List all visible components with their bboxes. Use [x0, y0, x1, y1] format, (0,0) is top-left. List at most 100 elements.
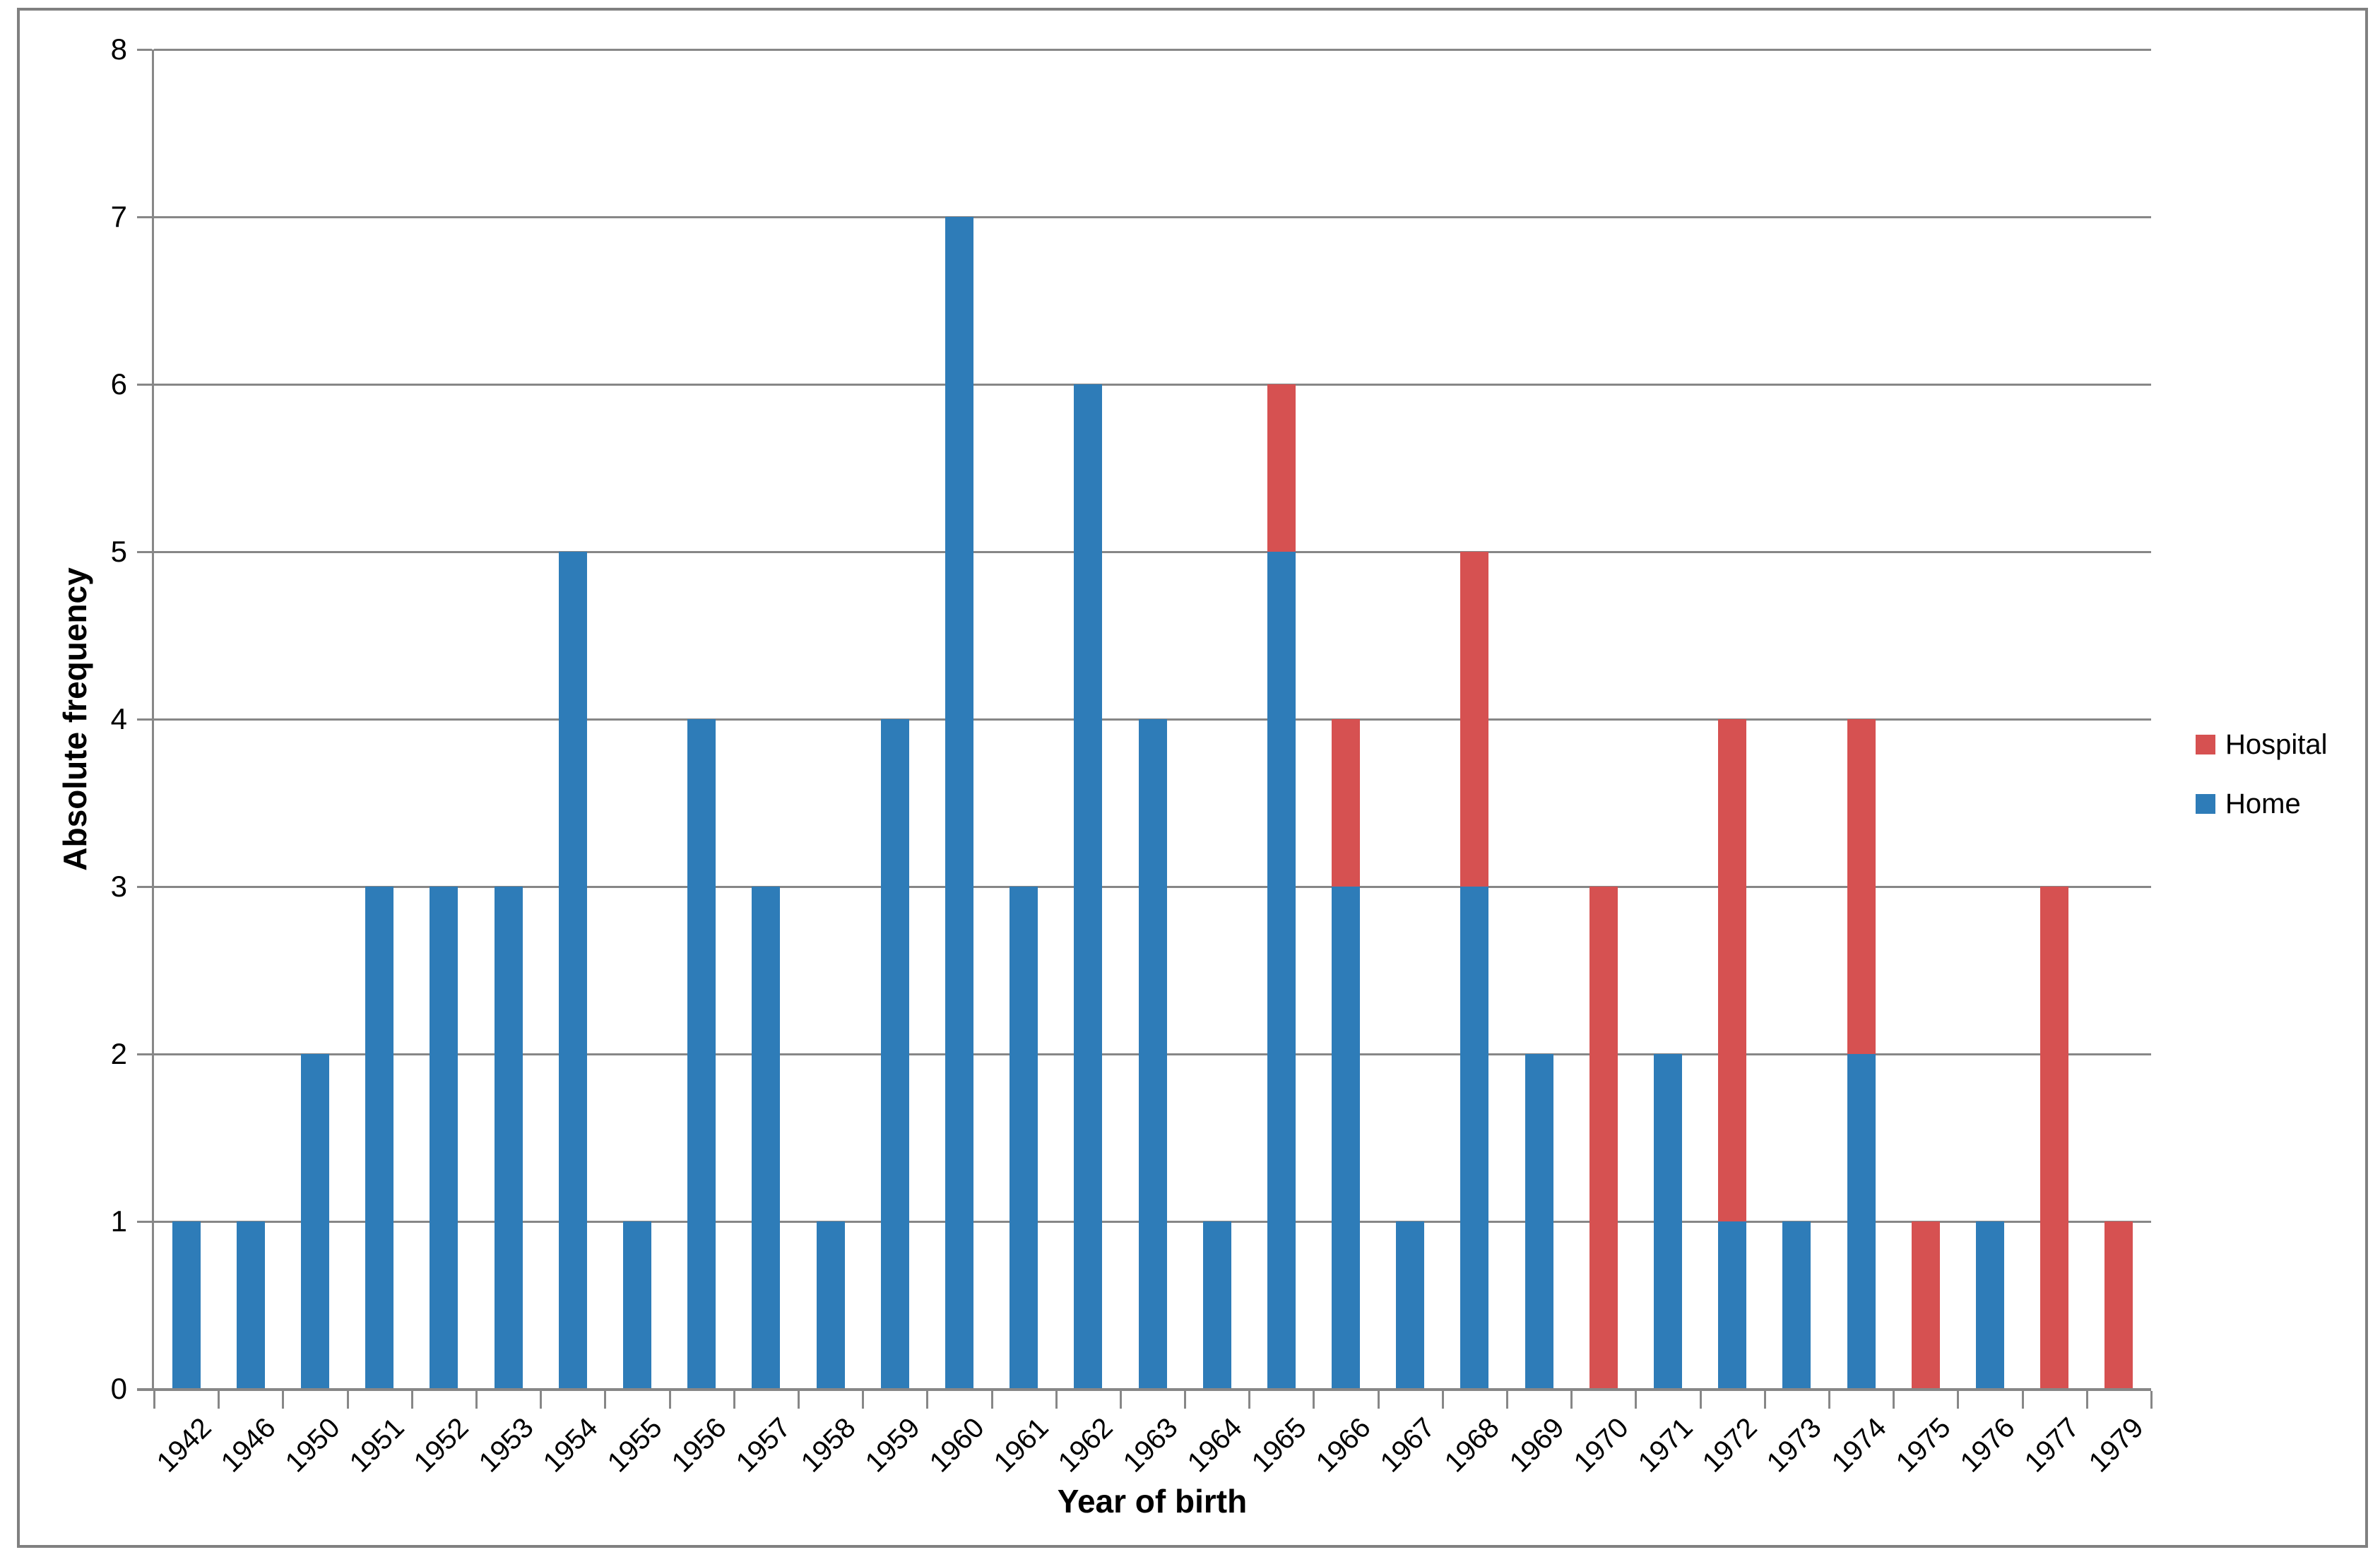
x-tick-9 [733, 1391, 735, 1409]
y-tick-label-7: 7 [110, 200, 127, 233]
gridline-y-6 [154, 384, 2151, 386]
x-tick-13 [991, 1391, 993, 1409]
x-tick-11 [862, 1391, 864, 1409]
bar-segment-hospital-1975 [1912, 1221, 1940, 1389]
x-tick-22 [1570, 1391, 1573, 1409]
gridline-y-7 [154, 216, 2151, 218]
y-tick-1 [137, 1221, 152, 1223]
y-tick-0 [137, 1388, 152, 1390]
legend-swatch-hospital [2196, 735, 2215, 754]
y-axis-line [152, 49, 154, 1389]
x-tick-18 [1313, 1391, 1315, 1409]
legend-label-home: Home [2225, 788, 2301, 819]
x-axis-title: Year of birth [1057, 1483, 1248, 1520]
bar-segment-home-1959 [881, 719, 909, 1389]
x-tick-8 [669, 1391, 671, 1409]
x-tick-7 [604, 1391, 606, 1409]
x-tick-23 [1635, 1391, 1637, 1409]
bar-segment-home-1969 [1525, 1054, 1553, 1389]
bar-segment-hospital-1968 [1460, 552, 1488, 887]
bar-segment-hospital-1965 [1267, 384, 1296, 552]
bar-segment-hospital-1966 [1332, 719, 1360, 887]
y-tick-label-0: 0 [110, 1372, 127, 1405]
x-tick-0 [153, 1391, 155, 1409]
bar-segment-home-1956 [687, 719, 716, 1389]
legend-item-hospital: Hospital [2196, 729, 2328, 760]
legend-label-hospital: Hospital [2225, 729, 2328, 760]
y-tick-label-4: 4 [110, 702, 127, 735]
y-tick-label-6: 6 [110, 367, 127, 401]
x-tick-21 [1506, 1391, 1508, 1409]
bar-segment-home-1972 [1718, 1221, 1746, 1389]
x-tick-28 [1957, 1391, 1959, 1409]
bar-segment-home-1960 [945, 217, 973, 1389]
plot-area [137, 49, 2153, 1409]
x-tick-14 [1055, 1391, 1058, 1409]
x-tick-2 [282, 1391, 284, 1409]
x-tick-24 [1700, 1391, 1702, 1409]
y-tick-5 [137, 551, 152, 553]
bar-segment-home-1962 [1074, 384, 1102, 1389]
x-tick-26 [1828, 1391, 1830, 1409]
x-tick-16 [1184, 1391, 1186, 1409]
bar-segment-hospital-1974 [1847, 719, 1876, 1054]
y-tick-label-3: 3 [110, 870, 127, 903]
bar-segment-home-1952 [430, 887, 458, 1389]
y-tick-2 [137, 1053, 152, 1055]
bar-segment-home-1958 [817, 1221, 845, 1389]
x-tick-15 [1120, 1391, 1122, 1409]
bar-segment-home-1965 [1267, 552, 1296, 1389]
bar-segment-home-1950 [301, 1054, 329, 1389]
x-tick-12 [926, 1391, 928, 1409]
bar-segment-home-1955 [623, 1221, 651, 1389]
x-tick-4 [411, 1391, 413, 1409]
bar-segment-home-1951 [365, 887, 393, 1389]
x-tick-6 [540, 1391, 542, 1409]
y-tick-label-5: 5 [110, 535, 127, 568]
bar-segment-home-1964 [1203, 1221, 1231, 1389]
y-tick-6 [137, 384, 152, 386]
bar-segment-hospital-1972 [1718, 719, 1746, 1221]
y-tick-label-8: 8 [110, 32, 127, 66]
bar-segment-home-1961 [1010, 887, 1038, 1389]
x-tick-30 [2086, 1391, 2088, 1409]
bar-segment-home-1973 [1782, 1221, 1811, 1389]
x-tick-27 [1893, 1391, 1895, 1409]
legend: Hospital Home [2196, 729, 2328, 848]
gridline-y-5 [154, 551, 2151, 553]
x-tick-29 [2022, 1391, 2024, 1409]
bar-segment-home-1942 [172, 1221, 201, 1389]
gridline-y-8 [154, 49, 2151, 51]
y-tick-label-2: 2 [110, 1037, 127, 1070]
legend-swatch-home [2196, 794, 2215, 814]
bar-segment-home-1963 [1139, 719, 1167, 1389]
bar-segment-home-1946 [237, 1221, 265, 1389]
x-tick-20 [1442, 1391, 1444, 1409]
bar-segment-home-1971 [1654, 1054, 1682, 1389]
y-tick-label-1: 1 [110, 1204, 127, 1238]
x-tick-25 [1764, 1391, 1766, 1409]
y-tick-3 [137, 886, 152, 888]
legend-item-home: Home [2196, 788, 2328, 819]
bar-segment-home-1966 [1332, 887, 1360, 1389]
bar-segment-home-1954 [559, 552, 587, 1389]
x-tick-10 [798, 1391, 800, 1409]
x-tick-17 [1248, 1391, 1250, 1409]
y-tick-8 [137, 49, 152, 51]
bar-segment-hospital-1979 [2104, 1221, 2133, 1389]
x-tick-1 [218, 1391, 220, 1409]
y-tick-4 [137, 718, 152, 721]
x-axis-line [137, 1388, 2151, 1391]
bar-segment-home-1974 [1847, 1054, 1876, 1389]
bar-segment-home-1976 [1976, 1221, 2004, 1389]
bar-segment-home-1967 [1396, 1221, 1424, 1389]
bar-segment-home-1957 [752, 887, 780, 1389]
bar-segment-home-1953 [495, 887, 523, 1389]
y-tick-7 [137, 216, 152, 218]
x-tick-3 [347, 1391, 349, 1409]
bar-segment-hospital-1977 [2040, 887, 2068, 1389]
bar-segment-hospital-1970 [1589, 887, 1618, 1389]
x-tick-31 [2150, 1391, 2153, 1409]
x-tick-5 [475, 1391, 478, 1409]
